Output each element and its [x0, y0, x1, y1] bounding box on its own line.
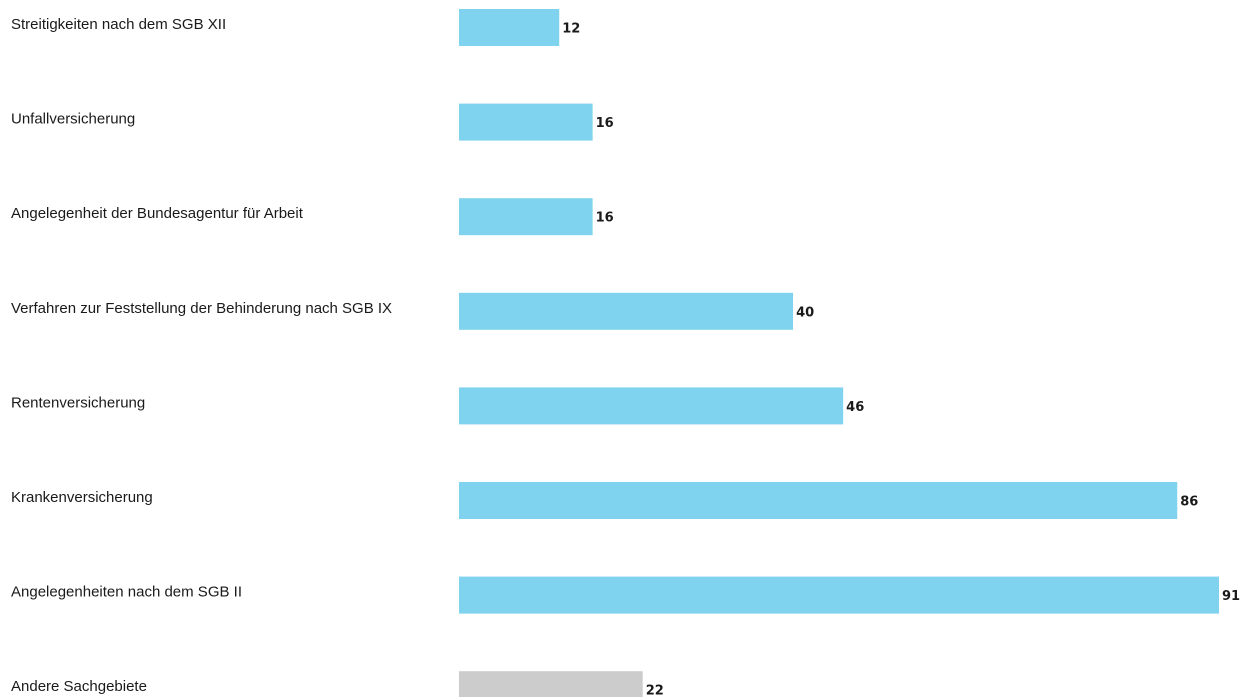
value-label: 16 [596, 211, 614, 226]
category-label: Andere Sachgebiete [11, 678, 147, 695]
category-label: Rentenversicherung [11, 394, 145, 411]
category-label: Krankenversicherung [11, 489, 153, 506]
value-label: 40 [796, 305, 814, 320]
value-label: 46 [846, 400, 864, 415]
category-label: Angelegenheiten nach dem SGB II [11, 584, 242, 601]
value-label: 12 [562, 22, 580, 37]
bar [459, 292, 794, 330]
bar [459, 9, 560, 46]
bar [459, 198, 593, 236]
value-label: 91 [1222, 589, 1240, 604]
category-label: Unfallversicherung [11, 111, 135, 128]
bar [459, 103, 593, 141]
category-label: Angelegenheit der Bundesagentur für Arbe… [11, 205, 304, 222]
bar [459, 576, 1219, 614]
category-label: Streitigkeiten nach dem SGB XII [11, 16, 226, 33]
bar [459, 671, 643, 697]
value-label: 16 [596, 116, 614, 131]
bar [459, 482, 1178, 519]
bar [459, 387, 844, 425]
value-label: 22 [646, 684, 664, 697]
value-label: 86 [1180, 495, 1198, 510]
category-label: Verfahren zur Feststellung der Behinderu… [11, 300, 392, 317]
